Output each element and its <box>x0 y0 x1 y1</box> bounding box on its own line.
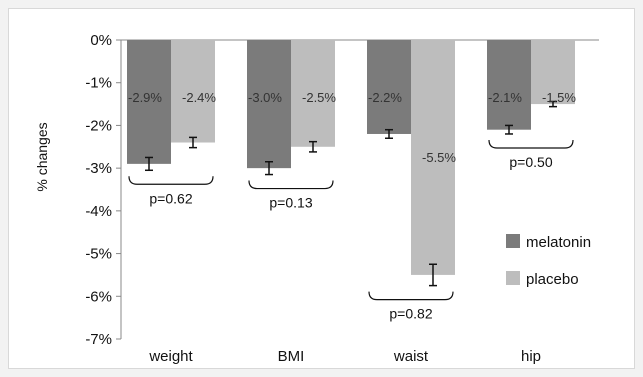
y-tick-label: -6% <box>85 288 112 305</box>
p-bracket-BMI <box>248 180 334 190</box>
p-value-BMI: p=0.13 <box>269 195 312 211</box>
y-tick-label: -5% <box>85 246 112 263</box>
legend-label-placebo: placebo <box>526 271 579 288</box>
bar-placebo-waist <box>411 40 455 275</box>
data-label-placebo-hip: -1.5% <box>542 90 576 105</box>
bar-melatonin-hip <box>487 40 531 130</box>
data-label-melatonin-BMI: -3.0% <box>248 90 282 105</box>
data-label-placebo-waist: -5.5% <box>422 150 456 165</box>
y-tick-label: -7% <box>85 331 112 348</box>
bar-melatonin-weight <box>127 40 171 164</box>
legend-swatch-melatonin <box>506 234 520 248</box>
y-tick-label: -3% <box>85 160 112 177</box>
data-label-melatonin-weight: -2.9% <box>128 90 162 105</box>
data-label-melatonin-waist: -2.2% <box>368 90 402 105</box>
bar-melatonin-waist <box>367 40 411 134</box>
category-label-hip: hip <box>521 348 541 365</box>
p-value-brackets: p=0.62 p=0.13 p=0.82 p=0.50 <box>128 139 574 322</box>
bar-chart: % changes 0%-1%-2%-3%-4%-5%-6%-7% -2.9% -… <box>34 32 599 365</box>
y-axis-label: % changes <box>34 122 50 191</box>
p-value-waist: p=0.82 <box>389 306 432 322</box>
data-labels: -2.9% -2.4% -3.0% -2.5% -2.2% -5.5% -2.1% -1.5% <box>128 90 576 165</box>
bar-placebo-hip <box>531 40 575 105</box>
data-label-placebo-BMI: -2.5% <box>302 90 336 105</box>
category-label-weight: weight <box>148 348 193 365</box>
y-tick-label: 0% <box>90 32 112 49</box>
chart-frame: % changes 0% -1% -2% -3% -4% -5% -6% -7% -2.9% -… <box>8 8 635 369</box>
p-value-weight: p=0.62 <box>149 190 192 206</box>
category-labels: weight BMI waist hip <box>148 348 541 365</box>
category-label-waist: waist <box>393 348 429 365</box>
p-value-hip: p=0.50 <box>509 154 552 170</box>
y-tick-label: -2% <box>85 117 112 134</box>
bar-placebo-BMI <box>291 40 335 147</box>
legend-label-melatonin: melatonin <box>526 234 591 251</box>
category-label-BMI: BMI <box>278 348 305 365</box>
y-tick-label: -1% <box>85 75 112 92</box>
p-bracket-hip <box>488 139 574 149</box>
legend: melatonin placebo <box>506 234 591 288</box>
p-bracket-waist <box>368 291 454 301</box>
data-label-placebo-weight: -2.4% <box>182 90 216 105</box>
legend-swatch-placebo <box>506 271 520 285</box>
bar-placebo-weight <box>171 40 215 143</box>
bars <box>127 40 575 287</box>
bar-melatonin-BMI <box>247 40 291 169</box>
data-label-melatonin-hip: -2.1% <box>488 90 522 105</box>
p-bracket-weight <box>128 176 214 185</box>
y-tick-label: -4% <box>85 203 112 220</box>
